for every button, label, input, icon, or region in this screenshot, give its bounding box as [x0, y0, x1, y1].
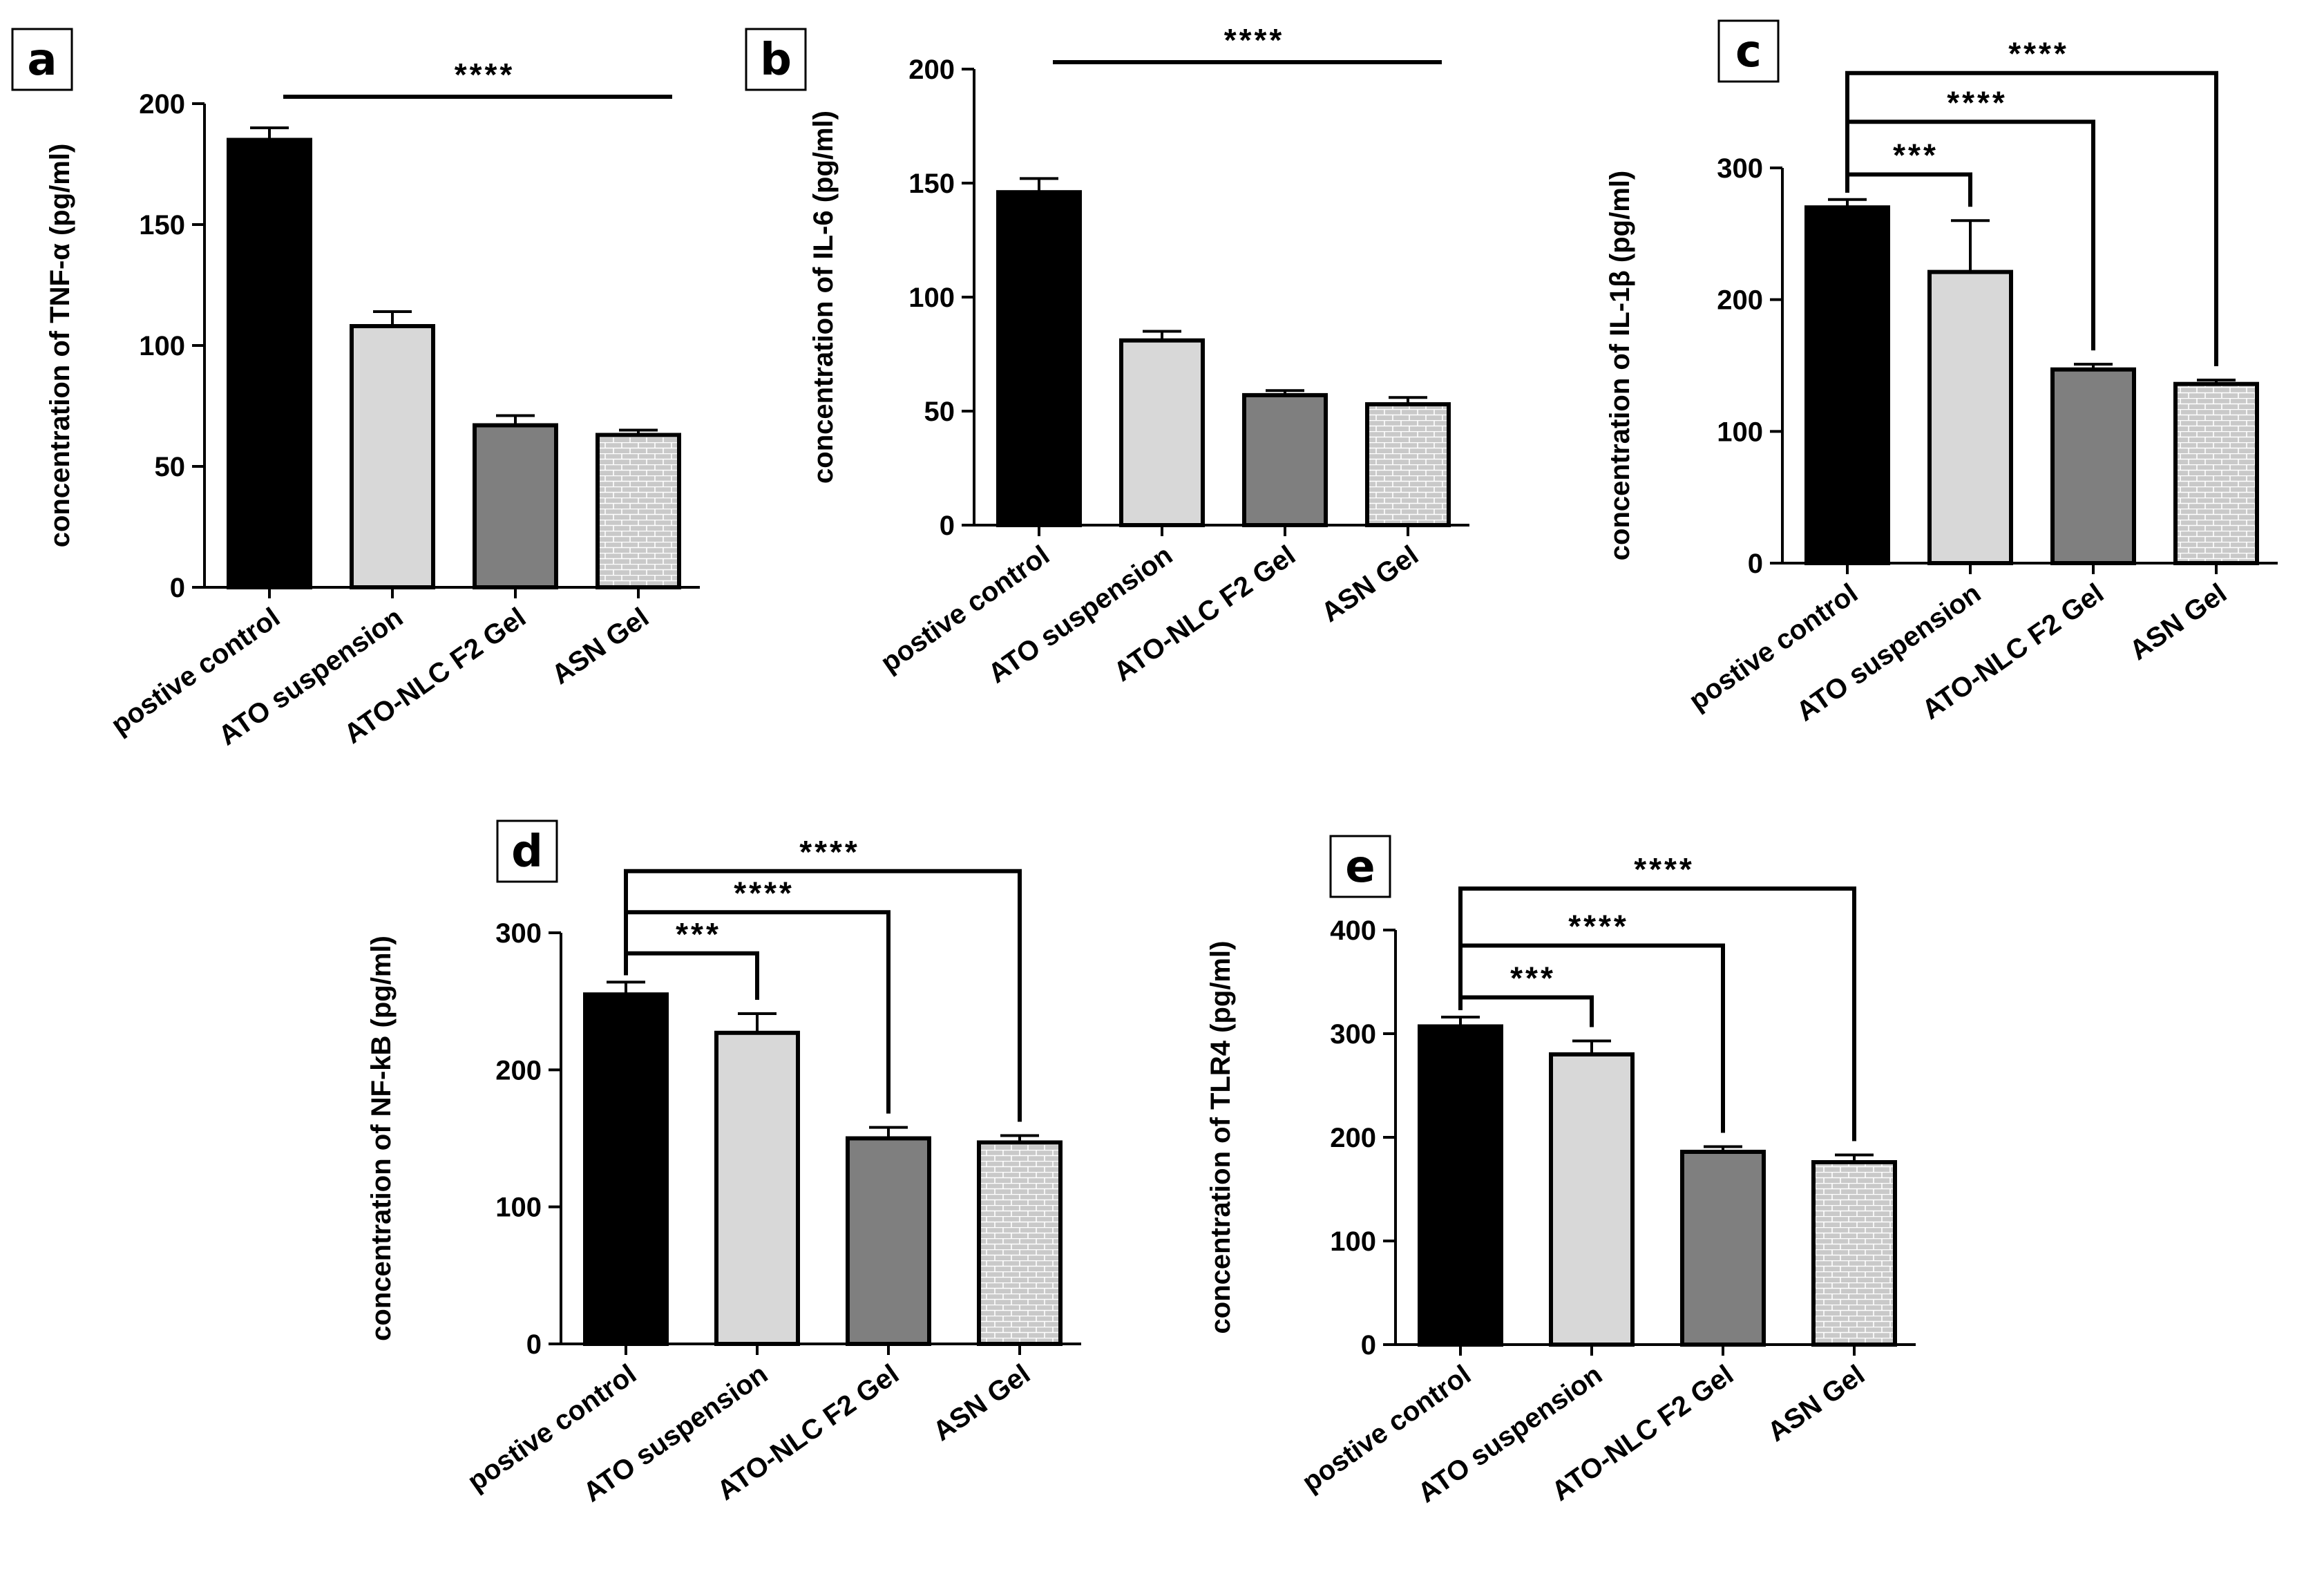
- category-label: ASN Gel: [1316, 540, 1424, 628]
- bar: [350, 324, 435, 589]
- y-tick-label: 200: [908, 55, 955, 85]
- significance-stars: ****: [455, 57, 515, 93]
- y-tick-label: 0: [940, 511, 955, 541]
- category-label: ASN Gel: [2124, 578, 2232, 666]
- significance-bracket: [624, 869, 1022, 1122]
- panel-label: d: [511, 826, 543, 878]
- bar: [596, 433, 681, 589]
- bar: [473, 423, 558, 589]
- significance-stars: ***: [1893, 138, 1939, 173]
- y-tick-label: 200: [495, 1055, 542, 1085]
- y-tick-label: 0: [1361, 1330, 1376, 1360]
- y-axis-label: concentration of IL-6 (pg/ml): [808, 111, 839, 484]
- bar: [1927, 269, 2013, 565]
- y-tick-label: 100: [495, 1193, 542, 1223]
- category-label: ASN Gel: [546, 602, 654, 690]
- panel-label: b: [760, 35, 792, 86]
- bar: [583, 992, 669, 1346]
- y-axis-label: concentration of TLR4 (pg/ml): [1206, 941, 1236, 1334]
- y-tick-label: 50: [155, 452, 186, 482]
- category-label: ASN Gel: [928, 1358, 1036, 1447]
- bar: [846, 1136, 931, 1346]
- panel-label-box: [496, 819, 558, 883]
- y-tick-label: 300: [495, 918, 542, 949]
- y-axis-label: concentration of IL-1β (pg/ml): [1605, 171, 1635, 560]
- chart-panel-e: e 0 100 200 300 400 concentration of TLR4 (pg/…: [1206, 835, 1916, 1509]
- significance-stars: ****: [1634, 851, 1695, 887]
- significance-bracket: [1845, 70, 2218, 366]
- panel-label: c: [1735, 26, 1762, 77]
- y-tick-label: 200: [1717, 285, 1763, 316]
- bar: [1418, 1024, 1503, 1347]
- y-tick-label: 200: [1330, 1123, 1376, 1153]
- significance-bracket: [1458, 995, 1594, 1027]
- bar: [996, 190, 1082, 527]
- y-tick-label: 0: [1748, 549, 1763, 579]
- bar: [977, 1140, 1063, 1346]
- bar: [1680, 1150, 1766, 1347]
- bar: [1242, 392, 1328, 528]
- category-label: ASN Gel: [1762, 1359, 1870, 1448]
- bar: [714, 1030, 800, 1346]
- bar: [1549, 1052, 1635, 1347]
- panel-label: e: [1345, 842, 1375, 893]
- y-tick-label: 400: [1330, 916, 1376, 946]
- significance-stars: ****: [1947, 84, 2008, 120]
- y-tick-label: 150: [139, 210, 185, 240]
- y-tick-label: 100: [1330, 1226, 1376, 1257]
- y-tick-label: 0: [526, 1329, 542, 1360]
- bar: [2050, 367, 2136, 565]
- significance-stars: ****: [1568, 909, 1629, 945]
- y-tick-label: 150: [908, 169, 955, 199]
- y-tick-label: 300: [1717, 153, 1763, 184]
- bar: [1804, 205, 1890, 565]
- bar: [1811, 1160, 1897, 1347]
- panel-label-box: [1717, 19, 1780, 83]
- bar: [227, 138, 312, 589]
- significance-stars: ***: [676, 916, 721, 952]
- significance-stars: ****: [1224, 22, 1285, 58]
- panel-label: a: [27, 35, 57, 86]
- significance-stars: ****: [2008, 36, 2069, 72]
- significance-stars: ****: [799, 834, 860, 870]
- y-tick-label: 100: [1717, 417, 1763, 447]
- y-axis-label: concentration of TNF-α (pg/ml): [45, 144, 75, 548]
- y-tick-label: 200: [139, 89, 185, 120]
- chart-panel-a: a 0 50 100 150 200 concentration of TNF-α (pg/…: [11, 28, 700, 752]
- panel-label-box: [745, 28, 807, 91]
- y-tick-label: 100: [908, 283, 955, 313]
- y-axis-label: concentration of NF-kB (pg/ml): [366, 936, 397, 1341]
- y-tick-label: 300: [1330, 1019, 1376, 1050]
- significance-stars: ***: [1510, 960, 1556, 996]
- y-tick-label: 100: [139, 331, 185, 361]
- significance-bracket: [1458, 886, 1856, 1141]
- bar: [1119, 338, 1205, 527]
- y-tick-label: 0: [170, 573, 185, 603]
- chart-panel-b: b 0 50 100 150 200 concentration of IL-6 (pg/m…: [745, 22, 1469, 690]
- significance-bracket: [1845, 172, 1972, 207]
- significance-stars: ****: [734, 875, 794, 911]
- bar: [1365, 402, 1451, 527]
- panel-label-box: [11, 28, 73, 91]
- chart-panel-d: d 0 100 200 300 concentration of NF-kB (pg/ml…: [366, 819, 1081, 1508]
- y-tick-label: 50: [924, 397, 955, 427]
- bar: [2173, 381, 2259, 566]
- panel-label-box: [1329, 835, 1391, 898]
- chart-panel-c: c 0 100 200 300 concentration of IL-1β (pg/ml…: [1605, 19, 2278, 728]
